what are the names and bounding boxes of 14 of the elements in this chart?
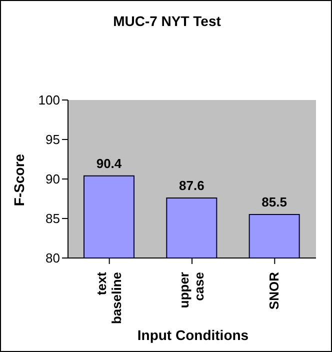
y-tick-label: 85	[46, 211, 60, 226]
y-tick-label: 100	[38, 92, 60, 108]
y-tick-label: 95	[46, 132, 60, 148]
x-tick-label: text baseline	[94, 271, 124, 324]
data-label: 85.5	[262, 194, 287, 210]
chart-title: MUC-7 NYT Test	[112, 13, 222, 29]
x-tick-label: upper case	[176, 272, 206, 308]
y-tick-label: 80	[46, 250, 60, 266]
data-label: 87.6	[179, 178, 204, 193]
y-axis-title: F-Score	[11, 154, 27, 206]
x-axis-title: Input Conditions	[136, 327, 250, 343]
y-tick-label: 90	[46, 172, 60, 187]
data-label: 90.4	[96, 156, 122, 171]
x-tick-label: SNOR	[266, 271, 282, 310]
